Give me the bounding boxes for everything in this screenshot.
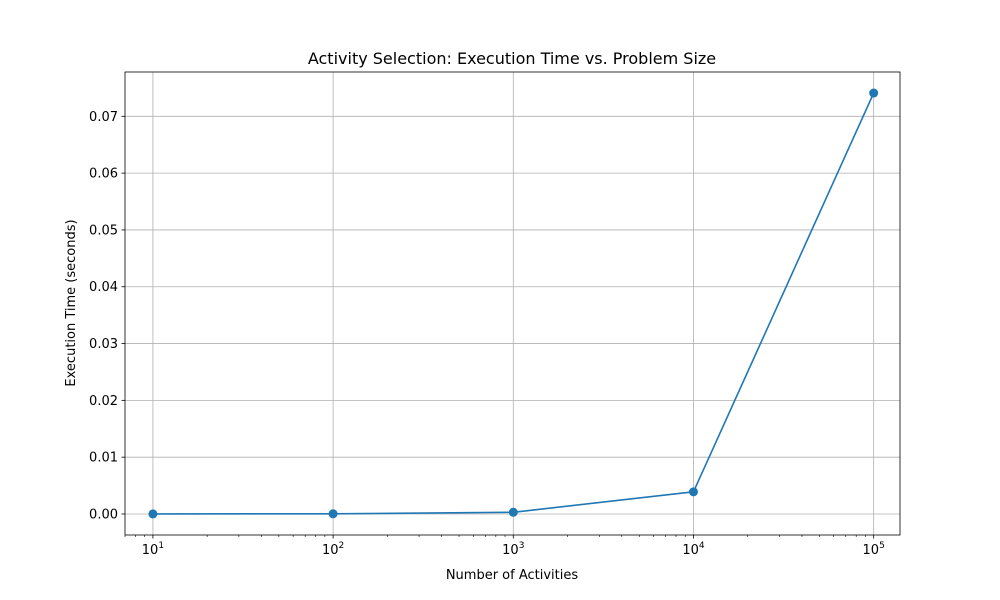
- x-tick-label: 104: [682, 541, 705, 558]
- y-tick-label: 0.03: [89, 337, 118, 352]
- x-tick-label: 102: [322, 541, 344, 558]
- y-axis-ticks: 0.00 0.01 0.02 0.03 0.04 0.05 0.06 0.07: [89, 110, 125, 522]
- data-point: [869, 88, 879, 98]
- y-tick-label: 0.02: [89, 394, 118, 409]
- plot-frame: [124, 71, 901, 536]
- y-tick-label: 0.01: [89, 451, 118, 466]
- y-tick-label: 0.06: [89, 167, 118, 182]
- x-axis-ticks: 101 102 103 104 105: [142, 535, 885, 558]
- minor-ticks: [124, 535, 866, 537]
- y-tick-label: 0.05: [89, 223, 118, 238]
- x-axis-label: Number of Activities: [446, 568, 579, 583]
- y-axis-label: Execution Time (seconds): [64, 219, 79, 386]
- x-tick-label: 105: [863, 541, 885, 558]
- x-tick-label: 103: [502, 541, 524, 558]
- data-point: [328, 509, 338, 519]
- chart-title: Activity Selection: Execution Time vs. P…: [308, 49, 716, 68]
- data-point: [508, 507, 518, 517]
- data-point: [688, 487, 698, 497]
- y-tick-label: 0.04: [89, 280, 118, 295]
- data-point: [148, 509, 158, 519]
- y-tick-label: 0.00: [89, 507, 118, 522]
- x-tick-label: 101: [142, 541, 164, 558]
- y-tick-label: 0.07: [89, 110, 118, 125]
- series-layer: [148, 88, 879, 519]
